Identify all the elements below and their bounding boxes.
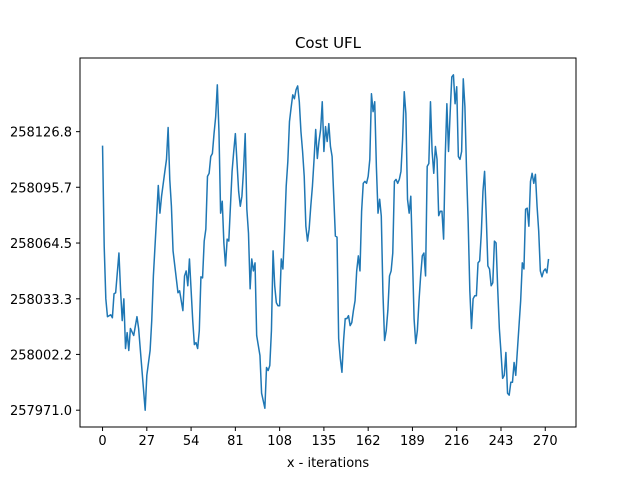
y-tick-label: 258095.7 [10,181,72,196]
x-tick-label: 54 [183,434,200,449]
x-tick-label: 270 [533,434,558,449]
data-line [101,74,550,411]
x-axis-label: x - iterations [287,456,370,471]
chart-title: Cost UFL [295,34,362,52]
y-tick-label: 258126.8 [10,126,72,141]
x-tick-label: 135 [311,434,336,449]
x-tick-label: 27 [139,434,156,449]
x-tick-label: 189 [400,434,425,449]
y-tick-label: 258002.2 [10,348,72,363]
x-tick-label: 243 [489,434,514,449]
x-tick-label: 81 [227,434,244,449]
x-tick-label: 162 [356,434,381,449]
x-tick-label: 216 [444,434,469,449]
y-tick-label: 258033.3 [10,293,72,308]
y-tick-label: 257971.0 [10,404,72,419]
x-tick-label: 0 [98,434,106,449]
y-tick-label: 258064.5 [10,237,72,252]
x-tick-label: 108 [267,434,292,449]
plot-frame [79,57,577,428]
